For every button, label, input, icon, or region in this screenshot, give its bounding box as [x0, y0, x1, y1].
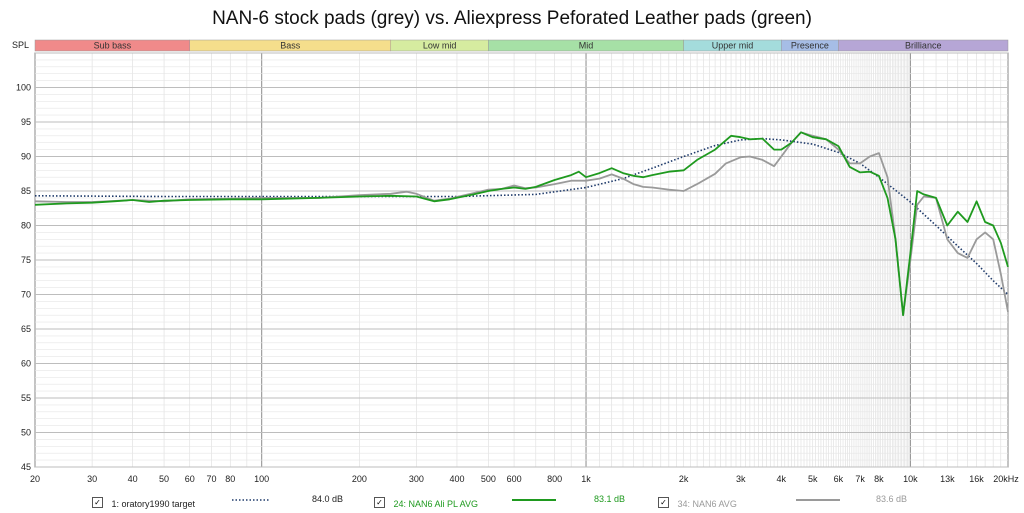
legend-label: 1: oratory1990 target	[111, 499, 196, 509]
y-tick-label: 75	[21, 255, 31, 265]
x-tick-label: 3k	[736, 474, 746, 484]
x-tick-label: 30	[87, 474, 97, 484]
legend-item-target[interactable]: ✓ 1: oratory1990 target	[92, 494, 195, 512]
x-tick-label: 20	[30, 474, 40, 484]
x-tick-label: 6k	[834, 474, 844, 484]
y-tick-label: 95	[21, 117, 31, 127]
band-label: Mid	[579, 41, 594, 51]
series-line-2	[34, 131, 1009, 317]
legend-value: 84.0 dB	[312, 494, 344, 504]
y-tick-label: 60	[21, 359, 31, 369]
y-tick-label: 80	[21, 221, 31, 231]
x-tick-label: 1k	[581, 474, 591, 484]
x-tick-label: 16k	[969, 474, 984, 484]
x-tick-label: 800	[547, 474, 562, 484]
x-tick-label: 8k	[874, 474, 884, 484]
chart-title: NAN-6 stock pads (grey) vs. Aliexpress P…	[212, 8, 812, 29]
legend-swatch-dotted	[232, 499, 270, 501]
x-tick-label: 10k	[903, 474, 918, 484]
legend-label: 34: NAN6 AVG	[677, 499, 737, 509]
x-tick-label: 5k	[808, 474, 818, 484]
y-tick-label: 65	[21, 324, 31, 334]
y-tick-label: 50	[21, 428, 31, 438]
y-tick-label: 70	[21, 290, 31, 300]
legend-checkbox[interactable]: ✓	[92, 497, 103, 509]
legend-label: 24: NAN6 Ali PL AVG	[393, 499, 478, 509]
x-tick-label: 500	[481, 474, 496, 484]
legend-item-stock[interactable]: ✓ 34: NAN6 AVG	[658, 494, 737, 512]
x-tick-label: 2k	[679, 474, 689, 484]
x-tick-label: 4k	[777, 474, 787, 484]
legend-checkbox[interactable]: ✓	[374, 497, 385, 509]
legend-item-ali[interactable]: ✓ 24: NAN6 Ali PL AVG	[374, 494, 478, 512]
frequency-response-chart: Sub bass Bass Low mid Mid Upper mid Presence B…	[12, 39, 1019, 484]
x-tick-label: 200	[352, 474, 367, 484]
x-tick-label: 400	[449, 474, 464, 484]
y-axis-label: SPL	[12, 40, 29, 50]
y-tick-label: 85	[21, 186, 31, 196]
band-label: Low mid	[423, 41, 457, 51]
y-tick-label: 100	[16, 83, 31, 93]
y-tick-label: 90	[21, 152, 31, 162]
x-tick-label: 20kHz	[993, 474, 1019, 484]
band-label: Presence	[791, 41, 829, 51]
legend-checkbox[interactable]: ✓	[658, 497, 669, 509]
x-tick-label: 13k	[940, 474, 955, 484]
x-tick-label: 40	[128, 474, 138, 484]
x-tick-label: 70	[206, 474, 216, 484]
x-tick-label: 60	[185, 474, 195, 484]
band-label: Sub bass	[94, 41, 132, 51]
band-label: Brilliance	[905, 41, 942, 51]
band-label: Bass	[280, 41, 301, 51]
x-tick-label: 80	[225, 474, 235, 484]
y-tick-label: 45	[21, 462, 31, 472]
y-tick-label: 55	[21, 393, 31, 403]
x-tick-label: 7k	[855, 474, 865, 484]
x-tick-label: 100	[254, 474, 269, 484]
legend-value: 83.1 dB	[594, 494, 626, 504]
x-tick-label: 300	[409, 474, 424, 484]
band-label: Upper mid	[712, 41, 754, 51]
x-tick-label: 600	[507, 474, 522, 484]
legend-swatch-grey	[796, 499, 840, 501]
legend-value: 83.6 dB	[876, 494, 908, 504]
x-tick-label: 50	[159, 474, 169, 484]
band-brilliance	[838, 39, 1009, 52]
series-line-3	[34, 131, 1009, 317]
legend-swatch-green	[512, 499, 556, 501]
